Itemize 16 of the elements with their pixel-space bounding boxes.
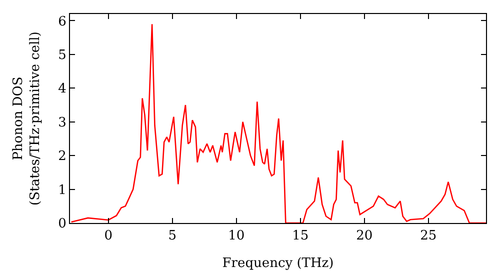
- x-tick-label: 20: [356, 228, 373, 244]
- x-axis-title: Frequency (THz): [222, 256, 334, 272]
- x-tick-label: 15: [292, 228, 309, 244]
- y-tick-label: 1: [58, 182, 66, 198]
- x-tick-label: 10: [228, 228, 245, 244]
- y-tick-label: 6: [58, 14, 66, 30]
- y-tick-label: 5: [58, 48, 66, 63]
- x-tick-label: 0: [104, 228, 113, 244]
- y-tick-label: 4: [58, 82, 66, 97]
- line-series: [70, 23, 486, 223]
- y-tick-label: 3: [58, 115, 66, 130]
- y-tick-label: 2: [58, 149, 66, 164]
- x-tick-label: 5: [168, 228, 177, 244]
- x-tick-label: 25: [420, 228, 437, 244]
- y-tick-label: 0: [58, 216, 66, 232]
- y-axis-title: Phonon DOS (States/THz·primitive cell): [11, 31, 44, 206]
